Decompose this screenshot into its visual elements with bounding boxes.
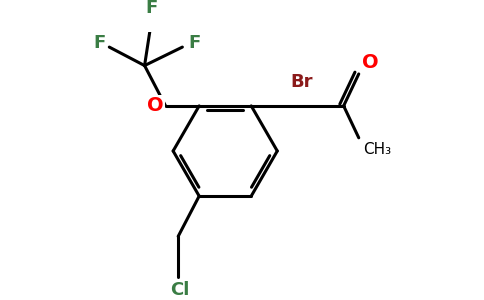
Text: F: F xyxy=(188,34,200,52)
Text: Cl: Cl xyxy=(170,281,190,299)
Text: O: O xyxy=(147,96,164,116)
Text: F: F xyxy=(93,34,106,52)
Text: O: O xyxy=(362,53,379,72)
Text: F: F xyxy=(145,0,157,17)
Text: CH₃: CH₃ xyxy=(363,142,391,157)
Text: Br: Br xyxy=(290,74,313,92)
